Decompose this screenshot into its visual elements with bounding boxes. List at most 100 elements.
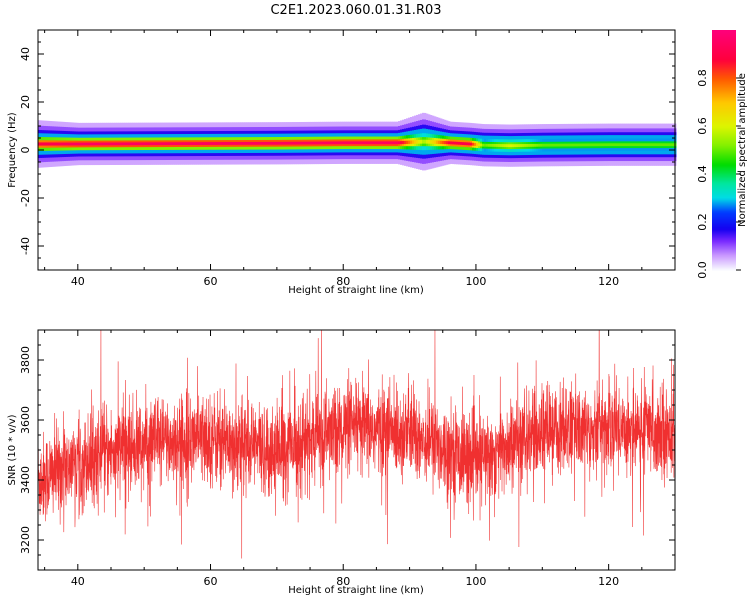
- spectrogram-cell: [198, 142, 201, 146]
- colorbar-segment: [712, 146, 736, 149]
- colorbar-segment: [712, 220, 736, 223]
- spectrogram-cell: [174, 142, 177, 146]
- colorbar-segment: [712, 254, 736, 257]
- spectrogram-cell: [338, 141, 341, 145]
- spectrogram-cell: [618, 143, 621, 147]
- spectrogram-cell: [514, 144, 517, 148]
- spectrogram-cell: [408, 140, 411, 144]
- spectrogram-cell: [506, 144, 509, 148]
- spectrogram-cell: [116, 142, 119, 146]
- colorbar-segment: [712, 114, 736, 117]
- spectrogram-cell: [278, 141, 281, 145]
- spectrogram-cell: [192, 142, 195, 146]
- snr-ticks: 40 60 80 100 120 3800 3600 3400 3200: [19, 329, 676, 588]
- spectrogram-cell: [238, 141, 241, 145]
- spectrogram-cell: [608, 143, 611, 147]
- spectrogram-cell: [368, 141, 371, 145]
- spectrogram-cell: [540, 143, 543, 147]
- spectrogram-cell: [100, 142, 103, 146]
- spectrogram-cell: [458, 141, 461, 145]
- spectrogram-cell: [662, 143, 665, 147]
- spectrogram-cell: [60, 142, 63, 146]
- colorbar-segment: [712, 252, 736, 255]
- spectrogram-cell: [80, 142, 83, 146]
- spectrogram-cell: [252, 141, 255, 145]
- spectrogram-cell: [446, 141, 449, 145]
- spectrogram-cell: [462, 142, 465, 145]
- colorbar-segment: [712, 222, 736, 225]
- colorbar-segment: [712, 100, 736, 103]
- spectrogram-cell: [138, 142, 141, 146]
- spectrogram-cell: [64, 142, 67, 146]
- spectrogram-cell: [42, 142, 45, 146]
- spectrogram-cell: [554, 143, 557, 147]
- colorbar-segment: [712, 118, 736, 121]
- spectrogram-ylabel: Frequency (Hz): [7, 112, 18, 188]
- spectrogram-cell: [170, 142, 173, 146]
- spectrogram-cell: [314, 141, 317, 145]
- figure-title: C2E1.2023.060.01.31.R03: [270, 3, 441, 18]
- spectrogram-cell: [402, 140, 405, 145]
- spectrogram-cell: [638, 143, 641, 147]
- spectrogram-cell: [204, 142, 207, 145]
- spectrogram-cell: [538, 143, 541, 147]
- spectrogram-cell: [86, 142, 89, 146]
- spectrogram-cell: [600, 143, 603, 147]
- spectrogram-cell: [550, 143, 553, 147]
- spectrogram-cell: [418, 139, 421, 144]
- colorbar-segment: [712, 42, 736, 45]
- spectrogram-cell: [478, 143, 481, 147]
- spectrogram-cell: [536, 143, 539, 147]
- spectrogram-cell: [574, 143, 577, 147]
- spectrogram-cell: [376, 141, 379, 145]
- spectrogram-cell: [354, 141, 357, 145]
- spectrogram-cell: [434, 140, 437, 144]
- spectrogram-cell: [318, 141, 321, 145]
- spectrogram-cell: [302, 141, 305, 145]
- spectrogram-cell: [404, 140, 407, 145]
- spectrogram-cell: [386, 141, 389, 145]
- colorbar-segment: [712, 196, 736, 199]
- colorbar-segment: [712, 148, 736, 151]
- spectrogram-cell: [134, 142, 137, 146]
- spectrogram-cell: [432, 140, 435, 144]
- colorbar-segment: [712, 202, 736, 205]
- spectrogram-cell: [188, 142, 191, 146]
- spectrogram-cell: [494, 143, 497, 147]
- spectrogram-cell: [148, 142, 151, 146]
- spectrogram-cell: [288, 141, 291, 145]
- spectrogram-cell: [168, 142, 171, 146]
- spectrogram-cell: [468, 142, 471, 146]
- spectrogram-cell: [344, 141, 347, 145]
- colorbar-segment: [712, 154, 736, 157]
- colorbar-tick-label: 0.4: [696, 165, 709, 183]
- spectrogram-cell: [588, 143, 591, 147]
- colorbar-segment: [712, 176, 736, 179]
- spectrogram-cell: [276, 141, 279, 145]
- spectrogram-cell: [520, 144, 523, 147]
- colorbar-tick-label: 0.2: [696, 213, 709, 231]
- spectrogram-cell: [582, 143, 585, 147]
- colorbar-segment: [712, 124, 736, 127]
- spectrogram-cell: [522, 144, 525, 147]
- spectrogram-cell: [106, 142, 109, 146]
- spectrogram-cell: [282, 141, 285, 145]
- colorbar-segment: [712, 30, 736, 33]
- spectrogram-cell: [200, 142, 203, 145]
- colorbar-segment: [712, 182, 736, 185]
- spectrogram-cell: [450, 141, 453, 145]
- spectrogram-cell: [508, 144, 511, 148]
- colorbar: 0.0 0.2 0.4 0.6 0.8 Normalized spectral ampl…: [696, 30, 748, 279]
- spectrogram-cell: [334, 141, 337, 145]
- spectrogram-cell: [182, 142, 185, 146]
- spectrogram-cell: [48, 142, 51, 146]
- spectrogram-cell: [526, 144, 529, 147]
- spectrogram-cell: [328, 141, 331, 145]
- spectrogram-cell: [212, 142, 215, 145]
- spectrogram-cell: [644, 143, 647, 147]
- spectrogram-cell: [448, 141, 451, 145]
- spectrogram-cell: [648, 143, 651, 147]
- spectrogram-cell: [272, 141, 275, 145]
- spectrogram-cell: [136, 142, 139, 146]
